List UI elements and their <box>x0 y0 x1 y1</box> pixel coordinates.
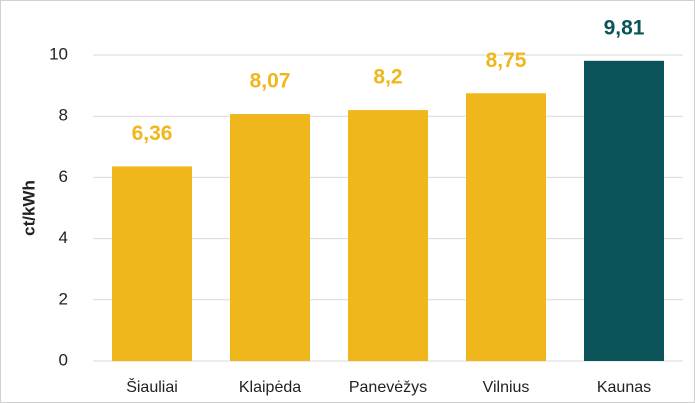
x-tick-label: Panevėžys <box>349 379 427 396</box>
y-tick-label: 0 <box>59 350 68 369</box>
y-tick-label: 8 <box>59 106 68 125</box>
bar <box>584 60 664 362</box>
y-tick-label: 4 <box>59 228 68 247</box>
bar <box>112 166 192 361</box>
x-tick-label: Klaipėda <box>239 379 301 396</box>
bar <box>348 110 428 361</box>
value-label: 8,2 <box>373 66 402 89</box>
value-label: 8,07 <box>250 70 291 93</box>
x-tick-label: Vilnius <box>483 379 530 396</box>
bar <box>230 114 310 361</box>
value-label: 8,75 <box>486 49 527 72</box>
y-tick-label: 2 <box>59 289 68 308</box>
y-tick-label: 10 <box>49 44 68 63</box>
x-tick-label: Šiauliai <box>126 377 178 396</box>
value-label: 6,36 <box>132 122 173 145</box>
y-tick-label: 6 <box>59 167 68 186</box>
value-label: 9,81 <box>604 16 645 39</box>
x-tick-label: Kaunas <box>597 379 651 396</box>
bar <box>466 93 546 361</box>
y-axis-title: ct/kWh <box>19 180 38 236</box>
